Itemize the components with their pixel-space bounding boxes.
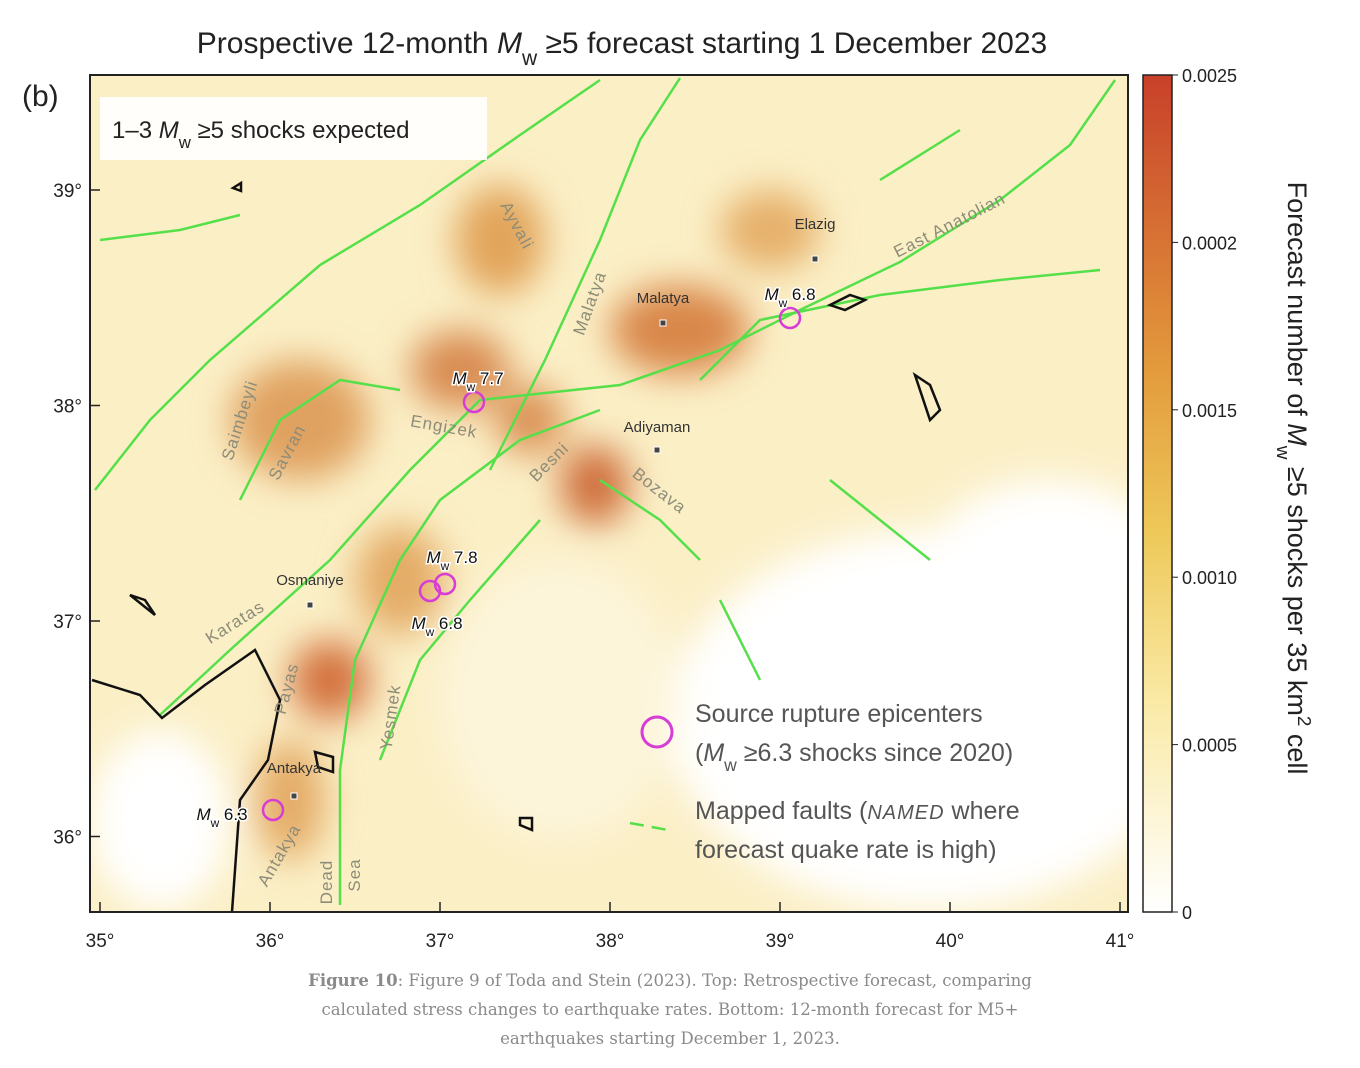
text-part: forecast quake rate is high): [695, 836, 997, 864]
event-label: Mw 6.8: [764, 285, 815, 310]
legend-fault: [629, 821, 669, 832]
text-part: M: [196, 805, 211, 824]
place-marker: [653, 446, 661, 454]
legend-text: (Mw ≥6.3 shocks since 2020): [695, 739, 1013, 775]
text-part: M: [703, 739, 724, 767]
coastline: [91, 180, 942, 912]
place-marker: [290, 792, 298, 800]
text-part: 1–3: [112, 117, 159, 144]
colorbar-tick-label: 0.0002: [1182, 233, 1237, 253]
x-tick-label: 36°: [256, 931, 285, 952]
x-tick-label: 40°: [936, 931, 965, 952]
text-part: NAMED: [867, 802, 944, 824]
x-tick-label: 41°: [1106, 931, 1135, 952]
faults: [94, 77, 1117, 905]
text-part: Mapped faults (: [695, 797, 868, 825]
figure: Prospective 12-month Mw ≥5 forecast star…: [22, 27, 1315, 952]
epicenter: [778, 306, 802, 330]
legend-circle: [640, 715, 674, 749]
text-part: w: [521, 47, 538, 70]
text-part: 2: [1294, 716, 1315, 727]
y-tick-label: 37°: [53, 612, 82, 633]
text-part: where: [945, 797, 1020, 825]
place-marker: [811, 255, 819, 263]
place-label: Malatya: [637, 290, 690, 307]
text-part: w: [210, 816, 220, 830]
text-part: ≥6.3 shocks since 2020): [737, 739, 1013, 767]
legend-text: Mapped faults (NAMED where: [695, 797, 1020, 825]
text-part: w: [425, 625, 435, 639]
text-part: Source rupture epicenters: [695, 700, 983, 728]
caption: Figure 10: Figure 9 of Toda and Stein (2…: [280, 966, 1060, 1053]
place-marker: [306, 601, 314, 609]
text-part: Forecast number of: [1282, 182, 1312, 424]
text-part: M: [764, 285, 779, 304]
place-marker: [659, 319, 667, 327]
title: Prospective 12-month Mw ≥5 forecast star…: [197, 27, 1047, 70]
heatmap: [90, 75, 1128, 912]
place-label: Elazig: [795, 216, 836, 233]
fault-label: Dead: [317, 860, 336, 905]
text-part: Prospective 12-month: [197, 27, 497, 60]
text-part: 7.8: [449, 548, 477, 567]
event-label: Mw 7.8: [426, 548, 477, 573]
text-part: w: [440, 559, 450, 573]
x-tick-label: 39°: [766, 931, 795, 952]
event-label: Mw 6.8: [411, 614, 462, 639]
note-box: [100, 97, 487, 160]
fault-label: Sea: [345, 858, 364, 891]
text-part: cell: [1282, 726, 1312, 774]
text-part: w: [178, 133, 192, 152]
colorbar: [1142, 74, 1173, 913]
map-frame: [89, 74, 1129, 913]
x-tick-label: 37°: [426, 931, 455, 952]
caption-part: Figure 10: [308, 971, 398, 990]
y-tick-label: 39°: [53, 181, 82, 202]
text-part: M: [411, 614, 426, 633]
legend-text: forecast quake rate is high): [695, 836, 997, 864]
y-tick-label: 36°: [53, 828, 82, 849]
y-tick-label: 38°: [53, 397, 82, 418]
x-tick-label: 38°: [596, 931, 625, 952]
event-label: Mw 6.3: [196, 805, 247, 830]
place-label: Adiyaman: [624, 419, 691, 436]
text-part: M: [1282, 423, 1312, 446]
colorbar-tick-label: 0.0005: [1182, 736, 1237, 756]
text-part: ≥5 forecast starting 1 December 2023: [537, 27, 1047, 60]
colorbar-tick-label: 0: [1182, 903, 1192, 923]
text-part: (: [695, 739, 704, 767]
text-part: 6.8: [434, 614, 462, 633]
event-label: Mw 7.7: [452, 369, 503, 394]
colorbar-label: Forecast number of Mw ≥5 shocks per 35 k…: [1273, 182, 1315, 775]
text-part: M: [426, 548, 441, 567]
x-tick-label: 35°: [86, 931, 115, 952]
panel-label: (b): [22, 80, 59, 113]
text-part: 7.7: [475, 369, 503, 388]
text-part: M: [497, 27, 522, 60]
caption-part: : Figure 9 of Toda and Stein (2023). Top…: [321, 971, 1032, 1048]
text-part: ≥5 shocks per 35 km: [1282, 459, 1312, 715]
epicenter: [261, 798, 285, 822]
colorbar-tick-label: 0.0015: [1182, 401, 1237, 421]
text-part: M: [452, 369, 467, 388]
place-label: Antakya: [267, 760, 322, 777]
place-label: Osmaniye: [276, 572, 344, 589]
text-part: M: [159, 117, 179, 144]
text-part: w: [778, 296, 788, 310]
text-part: 6.8: [787, 285, 815, 304]
legend-text: Source rupture epicenters: [695, 700, 983, 728]
epicenter: [433, 572, 457, 596]
text-part: w: [723, 755, 737, 775]
colorbar-tick-label: 0.0010: [1182, 568, 1237, 588]
colorbar-tick-label: 0.0025: [1182, 66, 1237, 86]
epicenter: [418, 579, 442, 603]
text-part: 6.3: [219, 805, 247, 824]
text-part: w: [1273, 445, 1294, 460]
epicenter: [462, 390, 486, 414]
text-part: ≥5 shocks expected: [191, 117, 410, 144]
text-part: w: [466, 380, 476, 394]
note: 1–3 Mw ≥5 shocks expected: [112, 117, 409, 152]
